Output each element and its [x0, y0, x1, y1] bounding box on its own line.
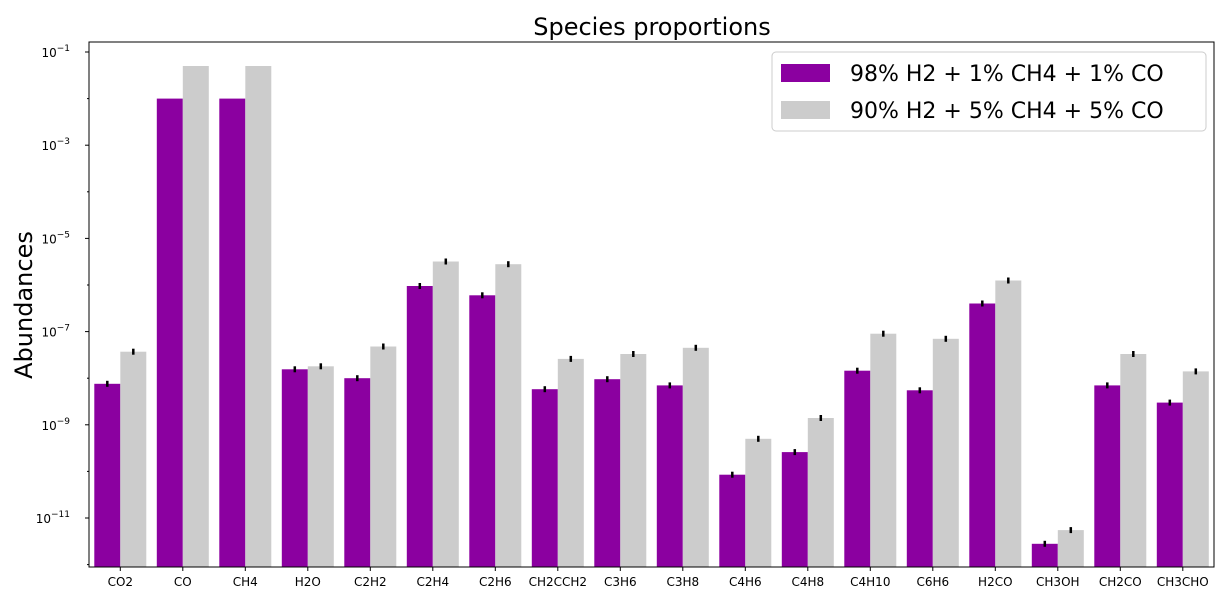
- bar-series-2-CH3OH: [1057, 530, 1084, 567]
- x-tick-label-C2H6: C2H6: [479, 575, 512, 589]
- x-axis-ticks: CO2 CO CH4 H2O C2H2 C2H4 C2H6 CH2CCH2 C3H6 C3H8 C4…: [108, 567, 1209, 589]
- legend-label-series-2: 90% H2 + 5% CH4 + 5% CO: [850, 99, 1164, 124]
- bar-series-2-C3H8: [682, 347, 709, 567]
- bar-series-1-CH4: [219, 98, 246, 567]
- bar-series-2-CH2CO: [1120, 354, 1147, 567]
- bar-series-2-C2H4: [432, 261, 459, 567]
- bar-series-1-C3H8: [656, 385, 683, 567]
- bar-series-1-H2CO: [969, 303, 996, 567]
- bar-series-2-C2H2: [370, 346, 397, 567]
- bar-series-2-C2H6: [495, 264, 522, 567]
- x-tick-label-CH3OH: CH3OH: [1036, 575, 1080, 589]
- y-tick-label: 10−5: [41, 230, 70, 246]
- y-tick-label: 10−9: [41, 417, 70, 433]
- bar-series-1-C4H8: [781, 452, 808, 567]
- error-bars-group: [106, 258, 1198, 547]
- y-axis-ticks: 10−11 10−9 10−7 10−5 10−3 10−1: [36, 44, 89, 566]
- x-tick-label-C4H6: C4H6: [729, 575, 762, 589]
- x-tick-label-C3H8: C3H8: [666, 575, 699, 589]
- bar-series-2-H2CO: [995, 280, 1022, 567]
- x-tick-label-C2H2: C2H2: [354, 575, 387, 589]
- legend: 98% H2 + 1% CH4 + 1% CO 90% H2 + 5% CH4 …: [771, 51, 1207, 132]
- bar-series-1-CO: [156, 98, 183, 567]
- x-tick-label-CO: CO: [174, 575, 192, 589]
- y-tick-label: 10−7: [41, 324, 70, 340]
- legend-frame: [771, 51, 1207, 132]
- bar-series-1-C2H6: [469, 295, 496, 567]
- bar-series-2-CO: [182, 66, 209, 567]
- bar-series-1-C4H6: [719, 474, 746, 567]
- legend-label-series-1: 98% H2 + 1% CH4 + 1% CO: [850, 62, 1164, 87]
- legend-swatch-series-1: [781, 64, 830, 82]
- bar-series-1-CO2: [94, 383, 121, 567]
- bar-series-1-C6H6: [906, 390, 933, 567]
- bar-series-2-C4H8: [807, 418, 834, 567]
- bar-series-1-C3H6: [594, 379, 621, 567]
- bar-series-2-CH2CCH2: [557, 358, 584, 567]
- x-tick-label-CH2CCH2: CH2CCH2: [529, 575, 587, 589]
- bar-series-2-CH3CHO: [1182, 371, 1209, 567]
- x-tick-label-C3H6: C3H6: [604, 575, 637, 589]
- bar-series-1-CH3OH: [1031, 543, 1058, 567]
- x-tick-label-C4H10: C4H10: [850, 575, 890, 589]
- bar-series-2-C4H10: [870, 333, 897, 567]
- bar-series-1-CH2CO: [1094, 385, 1121, 567]
- x-tick-label-C6H6: C6H6: [916, 575, 949, 589]
- bar-series-1-C2H2: [344, 378, 371, 567]
- x-tick-label-CH2CO: CH2CO: [1099, 575, 1142, 589]
- bar-series-1-CH3CHO: [1156, 402, 1183, 567]
- bar-series-1-CH2CCH2: [531, 389, 558, 567]
- bar-series-2-C4H6: [745, 438, 772, 567]
- x-tick-label-C4H8: C4H8: [791, 575, 824, 589]
- bar-series-2-CO2: [120, 351, 147, 567]
- x-tick-label-CH4: CH4: [233, 575, 258, 589]
- bars-group: [94, 66, 1209, 567]
- bar-series-1-C2H4: [406, 286, 433, 567]
- bar-series-1-C4H10: [844, 370, 871, 567]
- plot-frame: [88, 41, 1215, 568]
- chart-title: Species proportions: [533, 13, 771, 41]
- y-tick-label: 10−3: [41, 137, 70, 153]
- x-tick-label-C2H4: C2H4: [416, 575, 449, 589]
- bar-series-2-C6H6: [932, 338, 959, 567]
- x-tick-label-CO2: CO2: [108, 575, 133, 589]
- x-tick-label-H2CO: H2CO: [978, 575, 1012, 589]
- x-tick-label-H2O: H2O: [295, 575, 321, 589]
- x-tick-label-CH3CHO: CH3CHO: [1157, 575, 1209, 589]
- legend-swatch-series-2: [781, 101, 830, 119]
- bar-series-2-H2O: [307, 366, 334, 567]
- y-tick-label: 10−1: [41, 44, 70, 60]
- bar-series-2-CH4: [245, 66, 272, 567]
- y-tick-label: 10−11: [36, 510, 70, 526]
- y-axis-label: Abundances: [10, 231, 38, 379]
- bar-series-1-H2O: [281, 369, 308, 567]
- bar-series-2-C3H6: [620, 354, 647, 567]
